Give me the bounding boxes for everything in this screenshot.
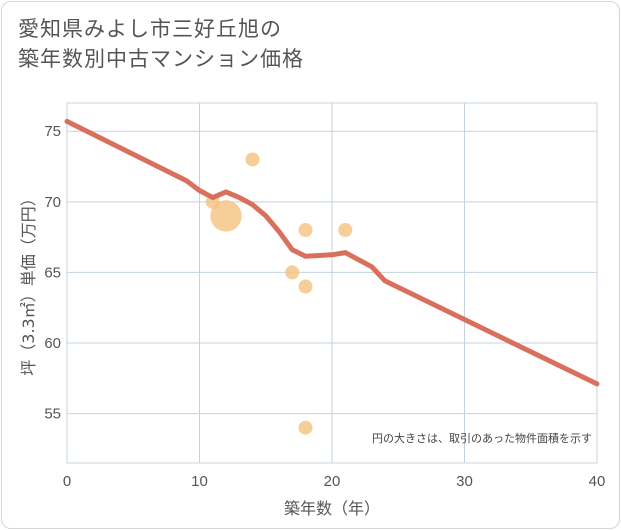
data-point [298,223,313,238]
data-points [205,152,353,435]
data-point [285,265,300,280]
y-tick-label: 70 [44,194,61,211]
y-tick-label: 60 [44,335,61,352]
chart-title-line1: 愛知県みよし市三好丘旭の [18,17,282,41]
data-point [298,420,313,435]
x-tick-label: 20 [324,473,341,490]
x-tick-label: 40 [589,473,606,490]
trend-line [64,118,600,387]
chart-title: 愛知県みよし市三好丘旭の 築年数別中古マンション価格 [18,14,438,74]
x-tick-label: 30 [456,473,473,490]
x-tick-label: 0 [63,473,71,490]
y-axis-ticks: 55 60 65 70 75 [44,123,61,422]
data-point [338,223,353,238]
y-tick-label: 55 [44,406,61,423]
bubble-size-note: 円の大きさは、取引のあった物件面積を示す [372,431,592,445]
x-axis-ticks: 0 10 20 30 40 [63,473,606,490]
y-tick-label: 65 [44,264,61,281]
data-point [245,152,260,167]
y-axis-label: 坪（3.3㎡）単価（万円） [19,190,38,375]
chart-title-line2: 築年数別中古マンション価格 [18,47,304,71]
data-point [210,200,242,232]
x-axis-label: 築年数（年） [284,499,380,518]
x-tick-label: 10 [191,473,208,490]
y-tick-label: 75 [44,123,61,140]
data-point [298,279,313,294]
